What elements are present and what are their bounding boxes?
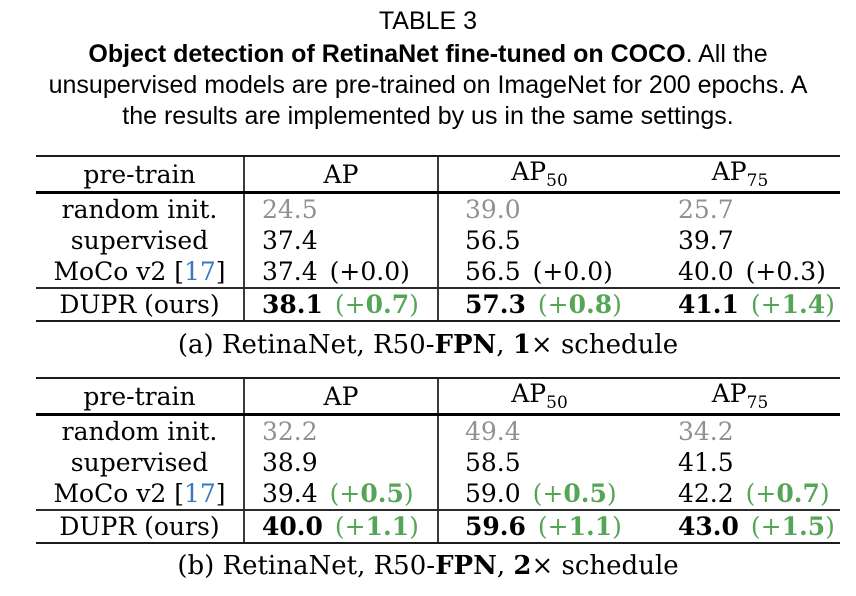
cell-ap75: 41.5: [678, 448, 734, 477]
delta-value: (+0.8): [537, 290, 622, 319]
header-pretrain: pre-train: [36, 379, 245, 413]
cell-ap50: 49.4: [465, 417, 521, 446]
table-a-header-row: pre-train AP AP50 AP75: [36, 157, 840, 194]
caption-line-1: Object detection of RetinaNet fine-tuned…: [0, 39, 856, 70]
table-b-header-row: pre-train AP AP50 AP75: [36, 379, 840, 416]
delta-value: (+0.7): [334, 290, 419, 319]
table-b: pre-train AP AP50 AP75 random init. 32.2…: [36, 377, 840, 544]
cell-ap: 32.2: [245, 416, 439, 447]
table-caption: TABLE 3 Object detection of RetinaNet fi…: [0, 6, 856, 132]
cell-ap75: 42.2 (+0.7): [678, 479, 830, 508]
delta-value: (+0.7): [745, 479, 830, 508]
table-row-moco-v2: MoCo v2 [17] 39.4 (+0.5) 59.0 (+0.5) 42.2(…: [36, 478, 840, 509]
table-row-supervised: supervised 37.4 56.5 39.7: [36, 225, 840, 256]
cell-ap50: 56.5: [465, 226, 521, 255]
cell-ap: 39.4 (+0.5): [245, 478, 439, 509]
caption-line-2: unsupervised models are pre-trained on I…: [48, 71, 808, 99]
table-row-random-init: random init. 24.5 39.0 25.7: [36, 194, 840, 225]
cell-ap75: 40.0 (+0.3): [678, 257, 826, 286]
table-row-dupr: DUPR (ours) 38.1 (+0.7) 57.3 (+0.8) 41.1 (+…: [36, 287, 840, 320]
cell-ap75: 34.2: [678, 417, 734, 446]
cell-ap50: 56.5 (+0.0): [465, 257, 613, 286]
delta-value: (+0.0): [532, 257, 613, 286]
header-ap50: AP50: [511, 157, 568, 191]
cell-ap75: 43.0 (+1.5): [678, 512, 835, 541]
header-ap75: AP75: [711, 379, 769, 413]
delta-value: (+0.0): [329, 257, 410, 286]
table-row-supervised: supervised 38.9 58.5 41.5: [36, 447, 840, 478]
caption-regular-text: . All the: [685, 40, 768, 68]
subcaption-a: (a) RetinaNet, R50-FPN, 1× schedule: [177, 330, 679, 360]
row-label: MoCo v2 [17]: [36, 478, 245, 509]
row-label: random init.: [36, 194, 245, 225]
subcaption-b: (b) RetinaNet, R50-FPN, 2× schedule: [177, 551, 679, 581]
citation-link-17[interactable]: 17: [183, 479, 216, 508]
cell-ap: 37.4 (+0.0): [245, 256, 439, 287]
delta-value: (+0.5): [532, 479, 617, 508]
row-label: MoCo v2 [17]: [36, 256, 245, 287]
row-label: DUPR (ours): [36, 289, 245, 320]
cell-ap50: 57.3 (+0.8): [465, 290, 622, 319]
cell-ap75: 39.7: [678, 226, 734, 255]
cell-ap75: 25.7: [678, 195, 734, 224]
header-pretrain: pre-train: [36, 157, 245, 191]
cell-ap50: 58.5: [465, 448, 521, 477]
cell-ap50: 59.6 (+1.1): [465, 512, 622, 541]
row-label: supervised: [36, 447, 245, 478]
table-number: TABLE 3: [378, 7, 478, 35]
row-label: DUPR (ours): [36, 511, 245, 542]
cell-ap: 40.0 (+1.1): [245, 511, 439, 542]
table-a: pre-train AP AP50 AP75 random init. 24.5…: [36, 155, 840, 322]
cell-ap: 24.5: [245, 194, 439, 225]
cell-ap: 37.4: [245, 225, 439, 256]
citation-link-17[interactable]: 17: [183, 257, 216, 286]
delta-value: (+1.1): [537, 512, 622, 541]
table-row-dupr: DUPR (ours) 40.0 (+1.1) 59.6 (+1.1) 43.0 (+…: [36, 509, 840, 542]
delta-value: (+1.1): [334, 512, 419, 541]
table-row-random-init: random init. 32.2 49.4 34.2: [36, 416, 840, 447]
cell-ap50: 39.0: [465, 195, 521, 224]
header-ap75: AP75: [711, 157, 769, 191]
table-row-moco-v2: MoCo v2 [17] 37.4 (+0.0) 56.5 (+0.0) 40.0(…: [36, 256, 840, 287]
cell-ap: 38.9: [245, 447, 439, 478]
caption-line-3: the results are implemented by us in the…: [122, 102, 734, 130]
cell-ap75: 41.1 (+1.4): [678, 290, 835, 319]
header-ap: AP: [245, 379, 439, 413]
cell-ap: 38.1 (+0.7): [245, 289, 439, 320]
header-ap: AP: [245, 157, 439, 191]
row-label: supervised: [36, 225, 245, 256]
delta-value: (+1.4): [750, 290, 835, 319]
cell-ap50: 59.0 (+0.5): [465, 479, 617, 508]
delta-value: (+0.3): [745, 257, 826, 286]
caption-bold-text: Object detection of RetinaNet fine-tuned…: [88, 40, 686, 68]
delta-value: (+0.5): [329, 479, 414, 508]
row-label: random init.: [36, 416, 245, 447]
header-ap50: AP50: [511, 379, 568, 413]
delta-value: (+1.5): [750, 512, 835, 541]
